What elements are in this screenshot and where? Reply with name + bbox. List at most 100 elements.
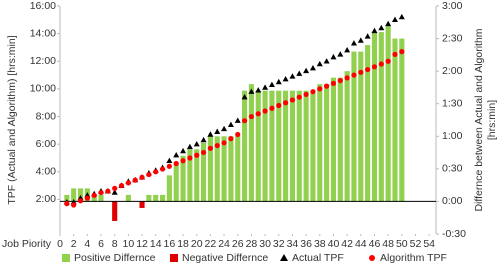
bar [180, 155, 186, 202]
y2-tick-label: 0:00 [442, 195, 463, 207]
x-tick-label: 26 [232, 238, 244, 250]
marker [118, 183, 125, 189]
x-tick-label: 32 [273, 238, 285, 250]
bar [159, 194, 166, 202]
marker [276, 102, 282, 109]
legend-label: Actual TPF [292, 252, 344, 264]
marker [262, 108, 268, 114]
marker [64, 201, 70, 207]
x-tick-label: 12 [136, 238, 148, 250]
y-axis-title: TPF (Actual and Algorithm) [hrs:min] [6, 35, 18, 204]
y2-tick-label: 0:30 [442, 163, 463, 175]
marker [214, 128, 221, 134]
marker [324, 83, 330, 89]
marker [248, 88, 255, 94]
marker [255, 87, 262, 93]
bar [228, 136, 234, 202]
bar [139, 201, 145, 208]
y-tick-label: 16:00 [30, 0, 56, 12]
bar [235, 136, 241, 202]
marker [228, 136, 234, 142]
marker [153, 169, 159, 175]
marker [365, 66, 371, 73]
marker [166, 163, 172, 169]
marker [392, 51, 398, 57]
x-tick-label: 16 [164, 238, 176, 250]
bar [262, 90, 268, 202]
y2-tick-label: 2:00 [442, 65, 463, 77]
marker [146, 171, 152, 178]
x-tick-label: 0 [57, 238, 63, 250]
x-tick-label: 20 [191, 238, 203, 250]
bar [112, 201, 118, 221]
bar [324, 84, 330, 202]
y-tick-label: 12:00 [30, 55, 56, 67]
x-tick-label: 42 [341, 238, 353, 250]
legend-swatch [62, 254, 70, 262]
marker [268, 81, 275, 87]
bar [371, 32, 378, 202]
marker [357, 37, 364, 43]
y2-tick-label: 1:00 [442, 130, 463, 142]
bar [378, 32, 384, 202]
bar [242, 90, 248, 202]
marker [173, 160, 179, 167]
marker [159, 166, 166, 172]
bar [173, 162, 179, 202]
bar [392, 38, 398, 202]
x-tick-label: 18 [177, 238, 189, 250]
marker [200, 136, 207, 143]
marker [316, 60, 323, 67]
y-tick-label: 8:00 [36, 110, 57, 122]
marker [71, 202, 77, 208]
marker [221, 125, 228, 132]
y2-axis-title: [hrs:min] [486, 100, 498, 140]
x-tick-label: 24 [218, 238, 230, 250]
bar [194, 149, 200, 202]
marker [248, 113, 255, 120]
y-tick-label: 4:00 [36, 166, 57, 178]
marker [371, 64, 378, 70]
marker [391, 16, 398, 23]
marker [296, 70, 303, 76]
x-tick-label: 46 [369, 238, 381, 250]
marker [221, 140, 227, 146]
marker [139, 174, 145, 180]
marker [289, 73, 296, 79]
y-tick-label: 6:00 [36, 138, 57, 150]
bar [283, 90, 289, 202]
bar [337, 77, 343, 202]
x-tick-label: 22 [205, 238, 217, 250]
bar [289, 90, 295, 202]
marker [132, 177, 138, 183]
x-tick-label: 14 [150, 238, 162, 250]
x-tick-label: 8 [112, 238, 118, 250]
bar [276, 90, 282, 202]
y2-tick-label: -0:30 [442, 228, 466, 240]
bar [98, 194, 104, 202]
bar [201, 142, 207, 202]
x-tick-label: 52 [410, 238, 422, 250]
bar [248, 84, 254, 202]
legend-swatch [369, 255, 375, 261]
marker [84, 195, 90, 201]
marker [173, 152, 180, 158]
marker [255, 111, 261, 117]
marker [241, 118, 248, 124]
marker [207, 131, 214, 137]
marker [283, 100, 289, 106]
x-tick-label: 50 [396, 238, 408, 250]
marker [358, 69, 364, 75]
bar [153, 194, 159, 202]
x-tick-label: 36 [300, 238, 312, 250]
marker [125, 180, 131, 186]
x-tick-label: 38 [314, 238, 326, 250]
marker [378, 61, 384, 67]
marker [303, 67, 310, 74]
marker [111, 189, 118, 195]
marker [385, 58, 391, 64]
bar [351, 51, 357, 202]
marker [91, 192, 97, 198]
bar [221, 136, 227, 202]
